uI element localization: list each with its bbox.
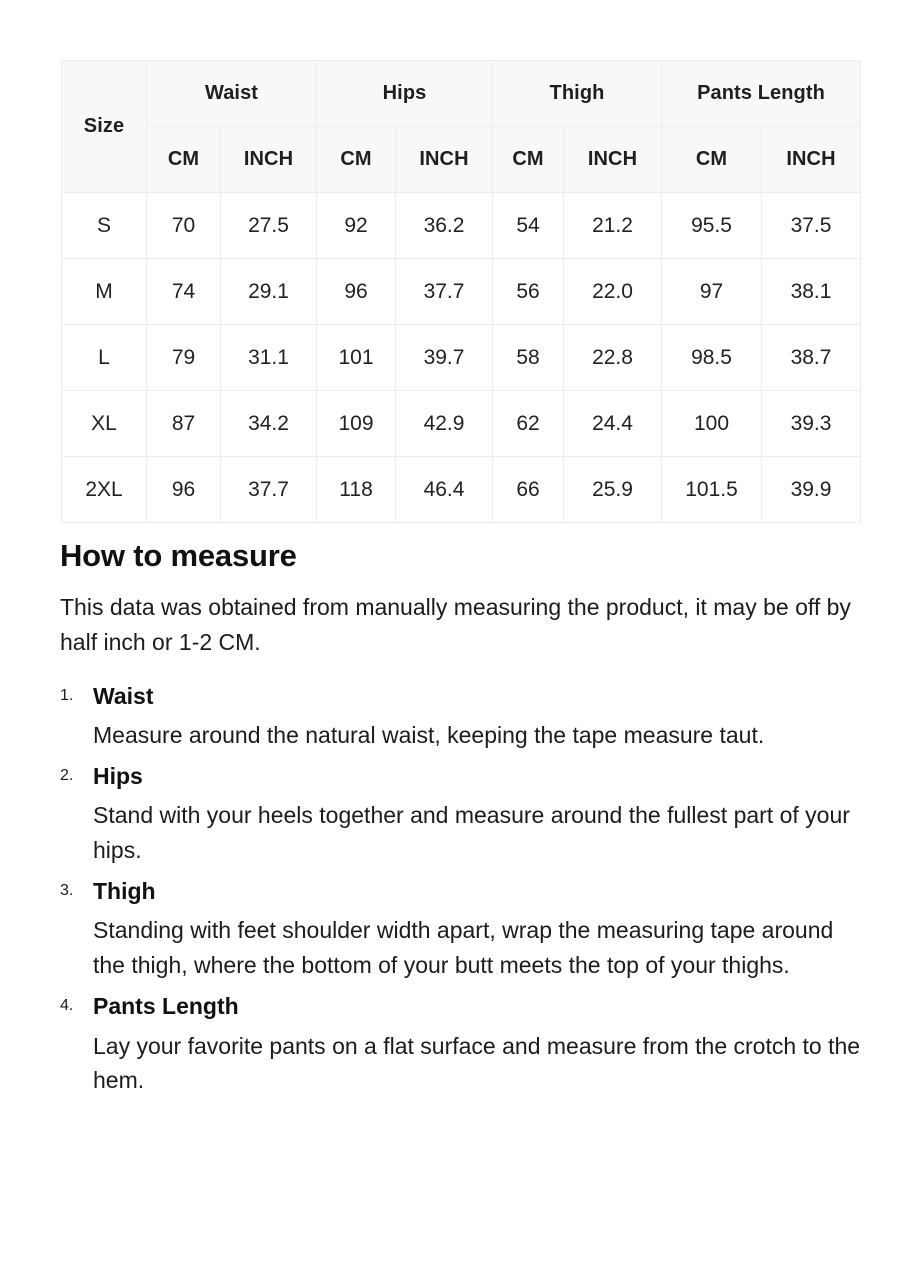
table-row: M 74 29.1 96 37.7 56 22.0 97 38.1 — [61, 258, 862, 325]
header-group-row: Size Waist Hips Thigh Pants Length — [61, 60, 862, 193]
cell-thigh-cm: 54 — [492, 192, 565, 259]
header-group-waist: Waist — [145, 60, 318, 127]
list-item: Pants Length Lay your favorite pants on … — [60, 990, 865, 1098]
step-title: Pants Length — [93, 993, 239, 1020]
header-unit-thigh-inch: INCH — [563, 126, 663, 193]
cell-pants-inch: 38.1 — [761, 258, 862, 325]
cell-pants-inch: 38.7 — [761, 324, 862, 391]
list-item: Thigh Standing with feet shoulder width … — [60, 875, 865, 983]
how-to-measure-section: How to measure This data was obtained fr… — [60, 538, 865, 1105]
header-unit-pants-inch: INCH — [761, 126, 862, 193]
table-row: L 79 31.1 101 39.7 58 22.8 98.5 38.7 — [61, 324, 862, 391]
cell-waist-inch: 34.2 — [219, 390, 318, 457]
cell-thigh-inch: 22.8 — [563, 324, 663, 391]
step-body: Standing with feet shoulder width apart,… — [93, 917, 834, 979]
header-group-thigh: Thigh — [492, 60, 663, 127]
cell-waist-cm: 74 — [146, 258, 221, 325]
cell-hips-cm: 101 — [316, 324, 397, 391]
cell-thigh-cm: 56 — [492, 258, 565, 325]
cell-hips-inch: 37.7 — [395, 258, 494, 325]
step-title: Hips — [93, 763, 143, 790]
cell-hips-cm: 92 — [316, 192, 397, 259]
cell-waist-cm: 87 — [146, 390, 221, 457]
table-header: Size Waist Hips Thigh Pants Length CM IN… — [61, 60, 862, 193]
cell-hips-inch: 39.7 — [395, 324, 494, 391]
cell-size: L — [61, 324, 147, 391]
cell-thigh-inch: 22.0 — [563, 258, 663, 325]
step-body: Stand with your heels together and measu… — [93, 802, 850, 864]
cell-hips-inch: 42.9 — [395, 390, 494, 457]
cell-pants-cm: 100 — [661, 390, 763, 457]
cell-hips-cm: 96 — [316, 258, 397, 325]
cell-hips-inch: 46.4 — [395, 456, 494, 523]
cell-hips-inch: 36.2 — [395, 192, 494, 259]
cell-waist-cm: 70 — [146, 192, 221, 259]
table-row: S 70 27.5 92 36.2 54 21.2 95.5 37.5 — [61, 192, 862, 259]
cell-waist-cm: 96 — [146, 456, 221, 523]
header-unit-pants-cm: CM — [661, 126, 763, 193]
cell-waist-inch: 37.7 — [219, 456, 318, 523]
cell-size: XL — [61, 390, 147, 457]
cell-thigh-inch: 21.2 — [563, 192, 663, 259]
table-row: 2XL 96 37.7 118 46.4 66 25.9 101.5 39.9 — [61, 456, 862, 523]
cell-pants-inch: 39.9 — [761, 456, 862, 523]
cell-thigh-cm: 66 — [492, 456, 565, 523]
header-size: Size — [61, 60, 147, 193]
step-body: Lay your favorite pants on a flat surfac… — [93, 1032, 861, 1094]
header-unit-hips-inch: INCH — [395, 126, 494, 193]
header-unit-thigh-cm: CM — [492, 126, 565, 193]
cell-pants-cm: 98.5 — [661, 324, 763, 391]
cell-hips-cm: 118 — [316, 456, 397, 523]
cell-waist-inch: 27.5 — [219, 192, 318, 259]
measure-steps-list: Waist Measure around the natural waist, … — [60, 680, 865, 1098]
cell-size: S — [61, 192, 147, 259]
size-chart-container: Size Waist Hips Thigh Pants Length CM IN… — [61, 60, 862, 523]
step-body: Measure around the natural waist, keepin… — [93, 722, 765, 749]
header-unit-hips-cm: CM — [316, 126, 397, 193]
table-row: XL 87 34.2 109 42.9 62 24.4 100 39.3 — [61, 390, 862, 457]
cell-pants-cm: 101.5 — [661, 456, 763, 523]
cell-waist-cm: 79 — [146, 324, 221, 391]
cell-waist-inch: 29.1 — [219, 258, 318, 325]
cell-pants-cm: 97 — [661, 258, 763, 325]
cell-pants-inch: 39.3 — [761, 390, 862, 457]
list-item: Hips Stand with your heels together and … — [60, 760, 865, 868]
header-unit-waist-inch: INCH — [219, 126, 318, 193]
header-unit-row: CM INCH CM INCH CM INCH CM INCH — [62, 126, 862, 193]
step-title: Thigh — [93, 878, 156, 905]
cell-thigh-cm: 62 — [492, 390, 565, 457]
cell-thigh-inch: 24.4 — [563, 390, 663, 457]
cell-pants-inch: 37.5 — [761, 192, 862, 259]
cell-thigh-inch: 25.9 — [563, 456, 663, 523]
cell-thigh-cm: 58 — [492, 324, 565, 391]
section-title: How to measure — [60, 538, 297, 573]
size-chart-table: Size Waist Hips Thigh Pants Length CM IN… — [61, 60, 862, 523]
table-body: S 70 27.5 92 36.2 54 21.2 95.5 37.5 M 74… — [61, 192, 862, 523]
header-group-pants-length: Pants Length — [661, 60, 862, 127]
header-unit-waist-cm: CM — [146, 126, 221, 193]
step-title: Waist — [93, 683, 154, 710]
cell-size: M — [61, 258, 147, 325]
cell-hips-cm: 109 — [316, 390, 397, 457]
cell-waist-inch: 31.1 — [219, 324, 318, 391]
intro-paragraph: This data was obtained from manually mea… — [60, 593, 851, 655]
cell-pants-cm: 95.5 — [661, 192, 763, 259]
cell-size: 2XL — [61, 456, 147, 523]
list-item: Waist Measure around the natural waist, … — [60, 680, 865, 753]
header-group-hips: Hips — [316, 60, 494, 127]
